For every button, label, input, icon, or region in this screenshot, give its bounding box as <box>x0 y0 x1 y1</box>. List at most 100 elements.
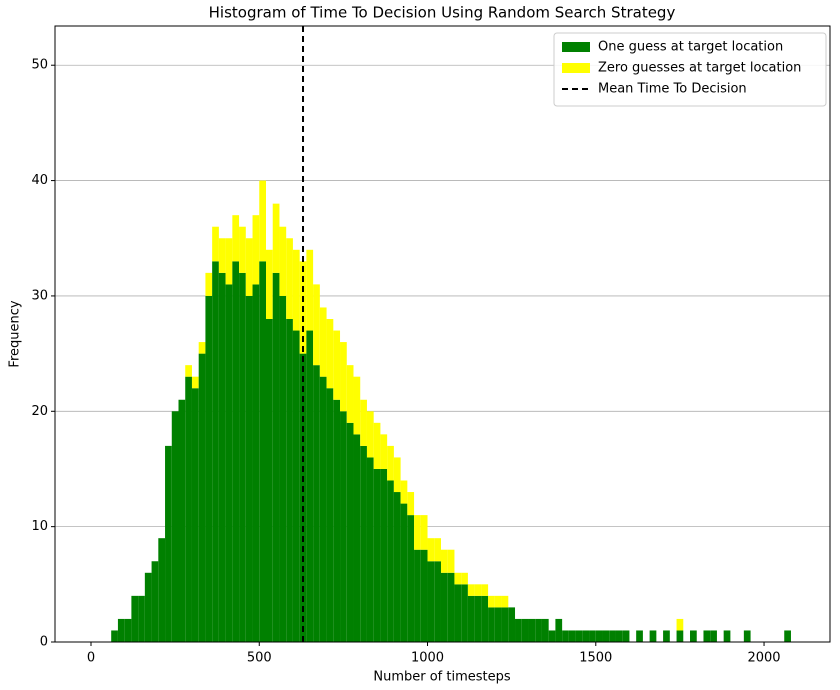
bar <box>474 584 482 596</box>
bar <box>171 411 179 642</box>
bar <box>218 272 226 642</box>
y-tick-label: 10 <box>31 519 48 534</box>
bar <box>185 365 192 377</box>
bar <box>615 630 623 642</box>
bar <box>191 376 199 389</box>
bar <box>434 561 441 642</box>
y-axis-label: Frequency <box>8 300 23 367</box>
bar <box>326 319 334 389</box>
bar <box>649 630 657 642</box>
bar <box>703 630 711 642</box>
bar <box>272 203 280 273</box>
x-tick-label: 500 <box>247 651 272 666</box>
bar <box>306 330 314 642</box>
x-tick-label: 1000 <box>411 651 444 666</box>
x-tick-label: 0 <box>87 651 95 666</box>
bar <box>427 561 435 642</box>
bar <box>521 618 529 642</box>
bar <box>198 353 206 642</box>
legend-box <box>553 32 827 107</box>
bar <box>414 549 421 642</box>
bar <box>440 572 448 642</box>
bar <box>602 630 610 642</box>
bar <box>723 630 731 642</box>
bar <box>138 595 145 642</box>
bar <box>292 330 300 642</box>
bar <box>346 422 354 642</box>
bar <box>743 630 751 642</box>
bar <box>710 630 717 642</box>
bar <box>461 584 468 642</box>
bar <box>198 342 206 354</box>
bar <box>286 238 293 320</box>
bar <box>440 549 448 573</box>
bar <box>535 618 542 642</box>
bar <box>568 630 576 642</box>
bar <box>501 595 509 608</box>
bar <box>333 399 341 642</box>
bar <box>232 261 240 642</box>
bar <box>319 307 327 377</box>
bar <box>178 399 186 642</box>
chart-title: Histogram of Time To Decision Using Rand… <box>209 4 676 22</box>
bar <box>279 295 287 642</box>
bar <box>265 319 273 642</box>
bar <box>501 607 509 642</box>
bar <box>124 618 132 642</box>
bar <box>373 422 381 469</box>
bar <box>131 595 139 642</box>
bar <box>292 249 300 331</box>
bar <box>467 595 475 642</box>
bar <box>663 630 670 642</box>
bar <box>555 618 563 642</box>
bar <box>582 630 590 642</box>
bar <box>447 549 455 573</box>
bar <box>353 434 361 642</box>
bar <box>205 272 213 296</box>
bar <box>636 630 643 642</box>
legend-label: One guess at target location <box>598 40 783 55</box>
bar <box>400 480 408 504</box>
bar <box>595 630 603 642</box>
bar <box>562 630 569 642</box>
bar <box>212 226 219 262</box>
bar <box>111 630 118 642</box>
bar <box>690 630 697 642</box>
bar <box>313 284 320 366</box>
bar <box>306 249 314 331</box>
bar <box>508 607 516 642</box>
bar <box>205 295 213 642</box>
bar <box>414 515 421 550</box>
bar <box>784 630 791 642</box>
bar <box>454 584 462 642</box>
bar <box>360 399 367 446</box>
bar <box>420 515 428 550</box>
bar <box>481 595 489 642</box>
bar <box>225 284 233 642</box>
bar <box>676 630 684 642</box>
y-tick-label: 40 <box>31 173 48 188</box>
bar <box>622 630 630 642</box>
bar <box>407 492 415 516</box>
legend-swatch <box>562 42 590 52</box>
bar <box>380 468 388 642</box>
bar <box>279 226 287 296</box>
bar <box>589 630 596 642</box>
bar <box>541 618 549 642</box>
x-tick-label: 2000 <box>747 651 780 666</box>
bar <box>346 365 354 423</box>
bar <box>447 572 455 642</box>
bar <box>259 261 266 642</box>
bar <box>488 607 495 642</box>
legend-swatch <box>562 63 590 73</box>
bar <box>548 630 556 642</box>
bar <box>326 388 334 642</box>
bar <box>609 630 616 642</box>
x-tick-label: 1500 <box>579 651 612 666</box>
bar <box>420 549 428 642</box>
bar <box>144 572 152 642</box>
bar <box>434 538 441 562</box>
bar <box>218 238 226 273</box>
bar <box>117 618 125 642</box>
bar <box>252 215 260 285</box>
